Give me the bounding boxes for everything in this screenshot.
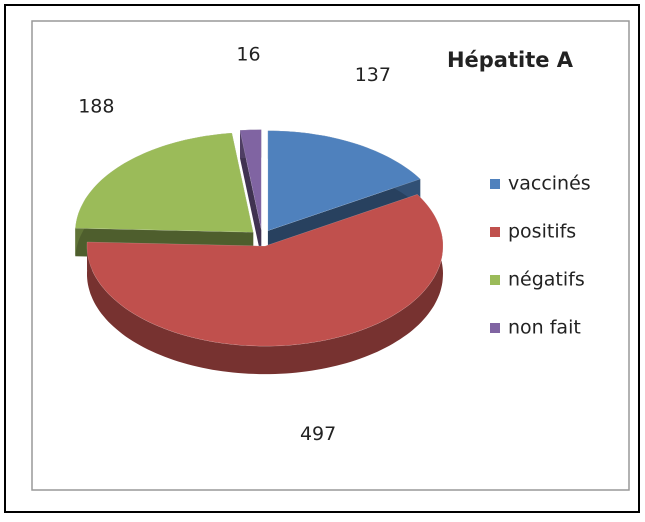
slice-wall xyxy=(240,130,262,258)
data-label: 497 xyxy=(300,423,336,445)
data-label: 137 xyxy=(355,64,391,86)
slice xyxy=(75,132,254,233)
slice xyxy=(239,129,262,230)
legend-label: non fait xyxy=(508,317,581,339)
legend-label: positifs xyxy=(508,221,576,243)
legend-swatch xyxy=(490,227,500,237)
slice xyxy=(267,130,421,232)
data-label: 188 xyxy=(78,96,114,118)
chart-title: Hépatite A xyxy=(447,48,574,72)
legend-label: vaccinés xyxy=(508,173,591,195)
slice xyxy=(86,194,444,347)
legend-swatch xyxy=(490,275,500,285)
legend-swatch xyxy=(490,179,500,189)
legend-swatch xyxy=(490,323,500,333)
legend-label: négatifs xyxy=(508,269,585,291)
data-label: 16 xyxy=(236,43,260,65)
